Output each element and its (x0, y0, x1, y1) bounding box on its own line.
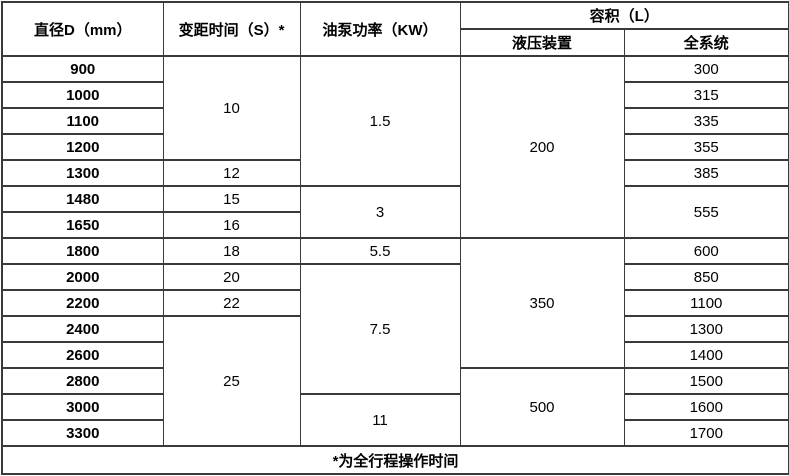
pitch-time-cell: 16 (162, 211, 301, 239)
diameter-cell: 1480 (1, 185, 164, 213)
diameter-cell: 3300 (1, 419, 164, 447)
system-volume-cell: 315 (623, 81, 789, 109)
system-volume-cell: 1100 (623, 289, 789, 317)
diameter-cell: 1650 (1, 211, 164, 239)
footnote-row: *为全行程操作时间 (1, 445, 789, 475)
pitch-time-cell: 18 (162, 237, 301, 265)
header-pitch-time: 变距时间（S）* (162, 1, 301, 57)
header-diameter: 直径D（mm） (1, 1, 164, 57)
diameter-cell: 1000 (1, 81, 164, 109)
system-volume-cell: 1700 (623, 419, 789, 447)
system-volume-cell: 555 (623, 185, 789, 239)
diameter-cell: 900 (1, 55, 164, 83)
diameter-cell: 2000 (1, 263, 164, 291)
table-row: 1480 15 3 555 (1, 185, 789, 239)
pump-power-cell: 7.5 (299, 263, 461, 395)
pump-power-cell: 1.5 (299, 55, 461, 187)
system-volume-cell: 850 (623, 263, 789, 291)
diameter-cell: 1800 (1, 237, 164, 265)
pitch-time-cell: 10 (162, 55, 301, 161)
system-volume-cell: 335 (623, 107, 789, 135)
diameter-cell: 1100 (1, 107, 164, 135)
table-row: 2200 22 1100 (1, 289, 789, 317)
table-row: 1300 12 385 (1, 159, 789, 187)
diameter-cell: 1300 (1, 159, 164, 187)
header-volume: 容积（L） (459, 1, 789, 30)
table-row: 1000 315 (1, 81, 789, 109)
system-volume-cell: 1400 (623, 341, 789, 369)
pitch-time-cell: 20 (162, 263, 301, 291)
hydraulic-volume-cell: 350 (459, 237, 625, 369)
pump-power-cell: 11 (299, 393, 461, 447)
header-hydraulic-device: 液压装置 (459, 28, 625, 57)
table-row: 1650 16 (1, 211, 789, 239)
table-row: 1800 18 5.5 350 600 (1, 237, 789, 369)
footnote-cell: *为全行程操作时间 (1, 445, 789, 475)
diameter-cell: 2800 (1, 367, 164, 395)
header-pump-power: 油泵功率（KW） (299, 1, 461, 57)
diameter-cell: 2400 (1, 315, 164, 343)
pump-power-cell: 5.5 (299, 237, 461, 265)
table-row: 1200 355 (1, 133, 789, 161)
table-row: 2600 1400 (1, 341, 789, 369)
pitch-time-cell: 12 (162, 159, 301, 187)
system-volume-cell: 355 (623, 133, 789, 161)
table-row: 3300 1700 (1, 419, 789, 447)
table-row: 2400 25 1300 (1, 315, 789, 447)
pump-power-cell: 3 (299, 185, 461, 239)
pitch-time-cell: 15 (162, 185, 301, 213)
system-volume-cell: 1600 (623, 393, 789, 421)
system-volume-cell: 385 (623, 159, 789, 187)
diameter-cell: 1200 (1, 133, 164, 161)
diameter-cell: 2600 (1, 341, 164, 369)
header-full-system: 全系统 (623, 28, 789, 57)
table-row: 900 10 1.5 200 300 (1, 55, 789, 239)
header-row-1: 直径D（mm） 变距时间（S）* 油泵功率（KW） 容积（L） (1, 1, 789, 57)
hydraulic-volume-cell: 200 (459, 55, 625, 239)
diameter-cell: 3000 (1, 393, 164, 421)
system-volume-cell: 600 (623, 237, 789, 265)
pitch-time-cell: 22 (162, 289, 301, 317)
table-row: 1100 335 (1, 107, 789, 135)
system-volume-cell: 1300 (623, 315, 789, 343)
header-row-2: 液压装置 全系统 (2, 28, 789, 57)
table-row: 2000 20 7.5 850 (1, 263, 789, 395)
pitch-time-cell: 25 (162, 315, 301, 447)
hydraulic-volume-cell: 500 (459, 367, 625, 447)
table-row: 2800 500 1500 (1, 367, 789, 447)
system-volume-cell: 300 (623, 55, 789, 83)
diameter-cell: 2200 (1, 289, 164, 317)
table-row: 3000 11 1600 (1, 393, 789, 447)
system-volume-cell: 1500 (623, 367, 789, 395)
